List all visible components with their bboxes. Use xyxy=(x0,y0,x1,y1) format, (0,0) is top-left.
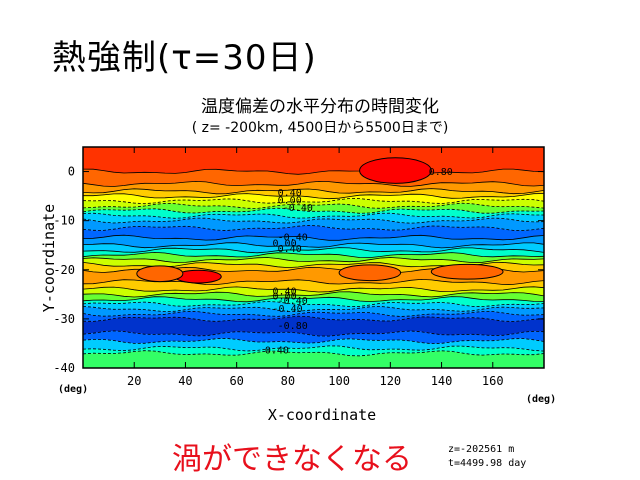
x-tick-label: 60 xyxy=(229,374,243,388)
heatmap-band xyxy=(83,311,544,322)
contour-line xyxy=(83,291,544,298)
contour-line xyxy=(83,257,544,264)
contour-line xyxy=(83,217,544,224)
heatmap-band xyxy=(83,218,544,231)
heatmap-feature-blob-3 xyxy=(430,263,504,280)
heatmap-band xyxy=(83,345,544,356)
heatmap-band xyxy=(83,203,544,214)
contour-line xyxy=(83,305,544,313)
x-tick-label: 120 xyxy=(379,374,401,388)
heatmap-band xyxy=(83,208,544,219)
heatmap-band xyxy=(83,188,544,199)
x-unit-label-left: (deg) xyxy=(58,384,88,395)
slide-title: 熱強制(τ=30日) xyxy=(52,38,317,78)
x-tick-label: 40 xyxy=(178,374,192,388)
contour-line xyxy=(83,337,544,345)
contour-label: 0.00 xyxy=(273,238,297,249)
contour-line xyxy=(83,224,544,232)
contour-line xyxy=(83,198,544,205)
contour-label: -0.80 xyxy=(278,321,308,332)
y-tick-label: 0 xyxy=(68,165,75,179)
y-axis-label: Y-coordinate xyxy=(40,204,58,312)
contour-line xyxy=(83,247,544,254)
contour-line xyxy=(83,202,544,209)
y-tick-label: -20 xyxy=(53,263,75,277)
axes: 20 40 60 80 100 120 140 160 0 -10 -20 -30 -40 xyxy=(53,147,544,388)
contour-label: -0.40 xyxy=(278,296,308,307)
heatmap-band xyxy=(83,338,544,352)
contour-line xyxy=(83,251,544,259)
heatmap-band xyxy=(83,247,544,258)
heatmap-band xyxy=(83,316,544,337)
contour-line xyxy=(83,315,544,322)
x-tick-label: 160 xyxy=(482,374,504,388)
x-tick-label: 20 xyxy=(127,374,141,388)
heatmap-feature-blob-2 xyxy=(338,264,402,282)
y-tick-label: -30 xyxy=(53,312,75,326)
heatmap-band xyxy=(83,147,544,175)
heatmap-band xyxy=(83,350,544,368)
heatmap-feature-warm-core-top xyxy=(359,157,432,184)
chart-subtitle: ( z= -200km, 4500日から5500日まで) xyxy=(191,120,449,136)
heatmap-band xyxy=(83,279,544,293)
contour-label: 0.40 xyxy=(278,188,302,199)
heatmap-feature-blob-1 xyxy=(136,265,184,283)
x-tick-label: 140 xyxy=(431,374,453,388)
contour-line xyxy=(83,193,544,200)
x-unit-label-right: (deg) xyxy=(526,394,556,405)
contour-line xyxy=(83,301,544,308)
caption: 渦ができなくなる xyxy=(172,442,412,477)
contour-label: 0.80 xyxy=(429,167,453,178)
contour-line xyxy=(83,345,544,352)
contour-line xyxy=(83,296,544,303)
contour-line xyxy=(83,234,544,241)
y-tick-label: -40 xyxy=(53,361,75,375)
heatmap-band xyxy=(83,235,544,248)
contour-label: 0.40 xyxy=(273,286,297,297)
contour-label: 0.00 xyxy=(278,196,302,207)
heatmap-band xyxy=(83,193,544,204)
contour-line xyxy=(83,310,544,317)
contour-line xyxy=(83,207,544,214)
meta-z: z=-202561 m xyxy=(448,444,515,455)
contour-label: 0.40 xyxy=(265,345,289,356)
meta-t: t=4499.98 day xyxy=(448,458,527,469)
heatmap-band xyxy=(83,213,544,224)
x-tick-label: 100 xyxy=(328,374,350,388)
x-axis-label: X-coordinate xyxy=(268,406,376,424)
contour-label: -0.40 xyxy=(278,232,308,243)
heatmap-band xyxy=(83,242,544,253)
contour-line xyxy=(83,212,544,219)
contour-line xyxy=(83,286,544,293)
y-tick-label: -10 xyxy=(53,214,75,228)
heatmap-band xyxy=(83,252,544,263)
contour-line xyxy=(83,188,544,195)
contour-label: -0.40 xyxy=(283,203,313,214)
heatmap-band xyxy=(83,301,544,312)
contour-line xyxy=(83,350,544,357)
heatmap-band xyxy=(83,225,544,241)
plot-area: 0.800.400.00-0.40-0.400.000.400.400.00-0… xyxy=(83,147,544,368)
contour-line xyxy=(83,242,544,249)
x-tick-label: 80 xyxy=(281,374,295,388)
heatmap-band xyxy=(83,296,544,307)
contour-label: -0.40 xyxy=(273,304,303,315)
contour-line xyxy=(83,168,544,175)
contour-line xyxy=(83,330,544,337)
contour-label: 0.00 xyxy=(273,291,297,302)
plot-frame xyxy=(82,146,545,369)
chart-title: 温度偏差の水平分布の時間変化 xyxy=(201,97,439,117)
contour-line xyxy=(83,180,544,187)
contour-label: 0.40 xyxy=(278,244,302,255)
